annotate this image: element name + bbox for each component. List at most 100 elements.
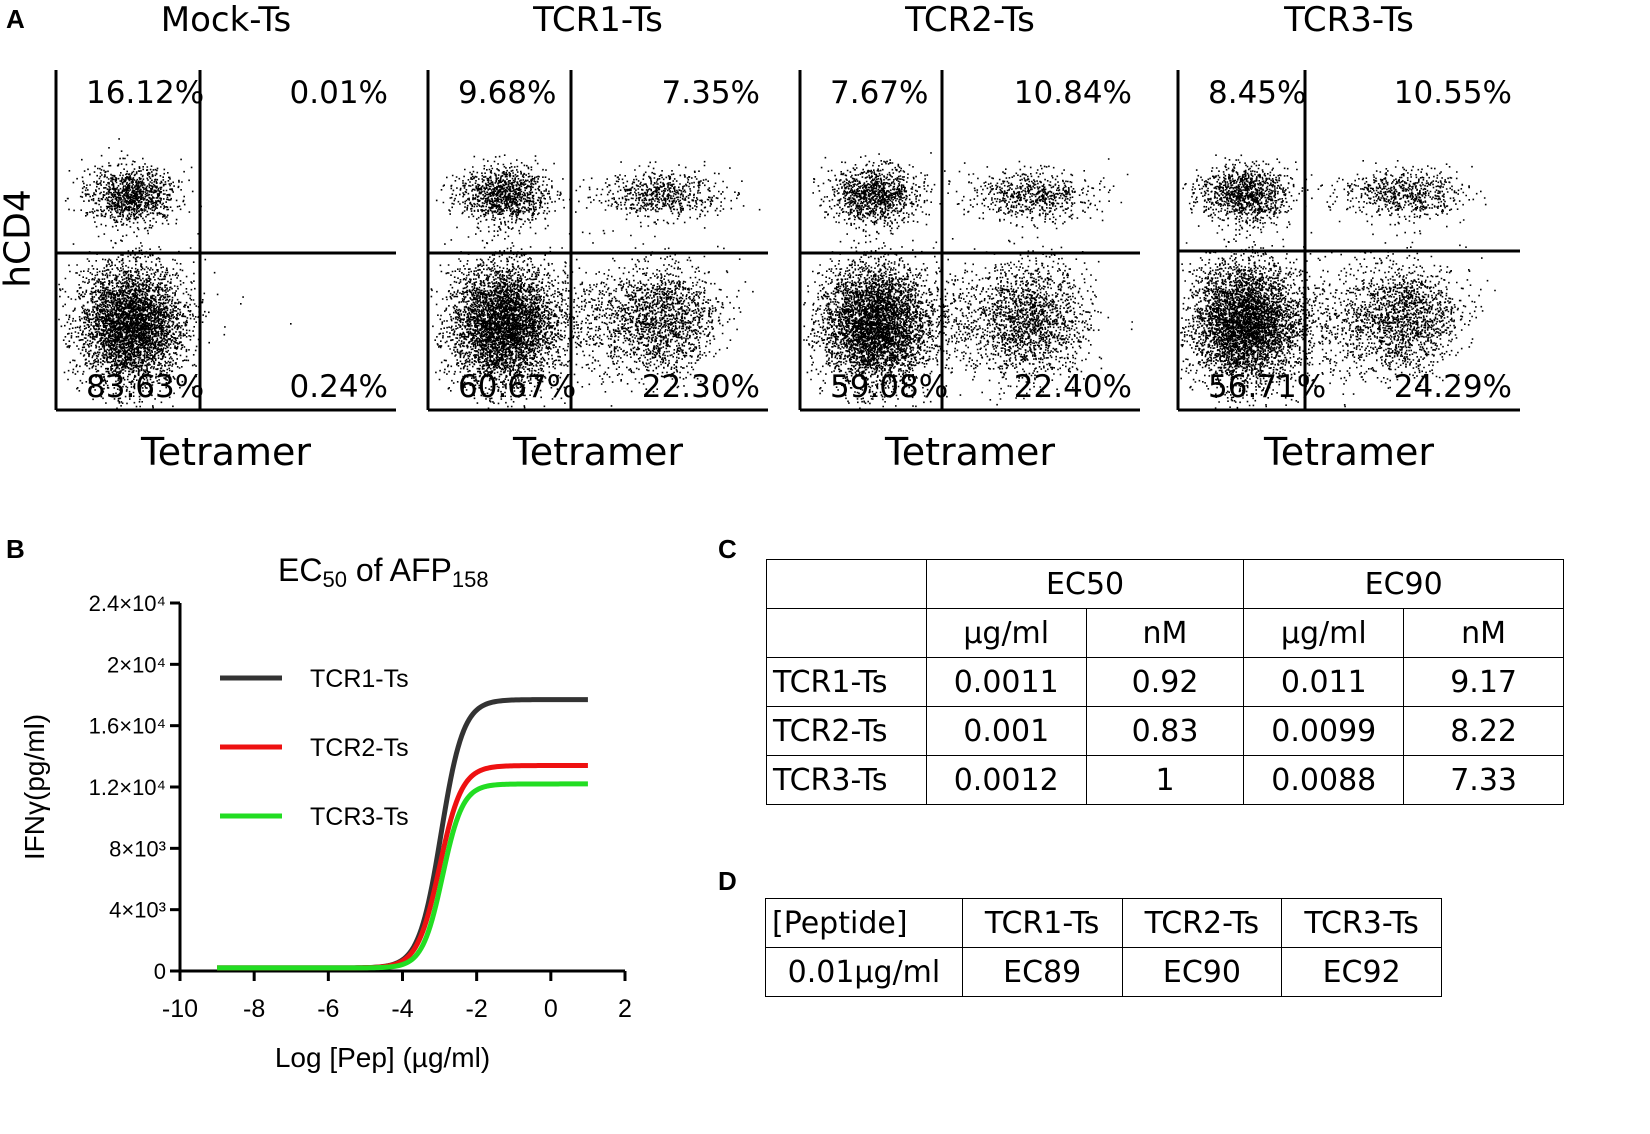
table-cell: TCR2-Ts xyxy=(766,706,927,756)
panel-letter-d: D xyxy=(718,866,737,896)
table-cell: 7.33 xyxy=(1403,755,1564,805)
x-tick-label: -10 xyxy=(162,995,198,1023)
flow-events xyxy=(430,154,761,410)
panel-letter-b: B xyxy=(6,534,25,564)
flow-scatter-plot xyxy=(798,70,1140,412)
table-cell: EC89 xyxy=(961,947,1123,997)
table-cell: 0.92 xyxy=(1085,657,1245,707)
quadrant-percent-ll: 59.08% xyxy=(830,369,949,405)
flow-plot-x-label: Tetramer xyxy=(1264,430,1434,474)
y-axis-label: IFNγ(pg/ml) xyxy=(19,714,50,860)
table-cell: [Peptide] xyxy=(765,898,963,948)
table-cell: µg/ml xyxy=(925,608,1087,658)
quadrant-percent-ur: 7.35% xyxy=(661,75,760,111)
series-line-tcr2-ts xyxy=(217,763,588,971)
table-cell: 9.17 xyxy=(1403,657,1564,707)
table-cell: TCR3-Ts xyxy=(766,755,927,805)
flow-plot-x-label: Tetramer xyxy=(513,430,683,474)
table-cell: 0.01µg/ml xyxy=(765,947,963,997)
quadrant-percent-ll: 60.67% xyxy=(458,369,577,405)
quadrant-percent-ur: 0.01% xyxy=(289,75,388,111)
series-line-tcr3-ts xyxy=(217,781,588,971)
legend-label: TCR3-Ts xyxy=(310,803,409,831)
ec-table: EC50 EC90 µg/ml nM µg/ml nM TCR1-Ts 0.00… xyxy=(766,559,1564,805)
y-tick-label: 8×10³ xyxy=(109,836,166,861)
table-header-ec50: EC50 xyxy=(925,559,1245,609)
y-tick-label: 2×10⁴ xyxy=(107,652,166,677)
table-header-row: [Peptide] TCR1-Ts TCR2-Ts TCR3-Ts xyxy=(765,898,1442,948)
table-cell: EC90 xyxy=(1121,947,1283,997)
quadrant-percent-lr: 22.30% xyxy=(641,369,760,405)
x-tick-label: 0 xyxy=(544,995,558,1023)
ec50-chart: 0 4×10³ 8×10³ 1.2×10⁴ 1.6×10⁴ 2×10⁴ 2.4×10⁴ -10… xyxy=(19,591,632,1073)
panel-letter-c: C xyxy=(718,534,737,564)
table-cell xyxy=(766,608,927,658)
x-tick-label: -6 xyxy=(317,995,339,1023)
table-row: TCR2-Ts 0.001 0.83 0.0099 8.22 xyxy=(766,706,1564,756)
x-tick-label: -8 xyxy=(243,995,265,1023)
table-cell: 0.83 xyxy=(1085,706,1245,756)
chart-title: EC50 of AFP158 xyxy=(278,552,489,592)
peptide-table: [Peptide] TCR1-Ts TCR2-Ts TCR3-Ts 0.01µg… xyxy=(765,898,1442,997)
y-tick-label: 1.6×10⁴ xyxy=(89,714,166,739)
quadrant-percent-ll: 83.63% xyxy=(86,369,205,405)
x-tick-label: -2 xyxy=(466,995,488,1023)
table-row: TCR1-Ts 0.0011 0.92 0.011 9.17 xyxy=(766,657,1564,707)
flow-plot-x-label: Tetramer xyxy=(885,430,1055,474)
quadrant-percent-ul: 7.67% xyxy=(830,75,929,111)
flow-scatter-plot xyxy=(1176,70,1520,412)
quadrant-percent-ll: 56.71% xyxy=(1208,369,1327,405)
table-cell: nM xyxy=(1085,608,1245,658)
table-cell: TCR1-Ts xyxy=(961,898,1123,948)
quadrant-percent-lr: 22.40% xyxy=(1013,369,1132,405)
table-cell: TCR1-Ts xyxy=(766,657,927,707)
table-cell: 8.22 xyxy=(1403,706,1564,756)
quadrant-percent-ul: 16.12% xyxy=(86,75,205,111)
table-header-ec90: EC90 xyxy=(1243,559,1564,609)
table-cell: 0.0012 xyxy=(925,755,1087,805)
table-cell: 0.0099 xyxy=(1243,706,1405,756)
flow-events xyxy=(1180,154,1496,409)
quadrant-percent-lr: 0.24% xyxy=(289,369,388,405)
table-header-row: EC50 EC90 xyxy=(766,559,1564,609)
y-tick-label: 0 xyxy=(154,959,166,984)
table-cell: 1 xyxy=(1085,755,1245,805)
flow-plot-x-label: Tetramer xyxy=(141,430,311,474)
table-cell: 0.0011 xyxy=(925,657,1087,707)
x-tick-label: -4 xyxy=(391,995,413,1023)
quadrant-percent-ur: 10.55% xyxy=(1393,75,1512,111)
table-row: TCR3-Ts 0.0012 1 0.0088 7.33 xyxy=(766,755,1564,805)
flow-plot-title: TCR2-Ts xyxy=(905,0,1035,40)
quadrant-percent-ul: 8.45% xyxy=(1208,75,1307,111)
flow-y-label: hCD4 xyxy=(0,189,39,288)
flow-scatter-plot xyxy=(54,70,396,412)
quadrant-percent-ur: 10.84% xyxy=(1013,75,1132,111)
table-row: 0.01µg/ml EC89 EC90 EC92 xyxy=(765,947,1442,997)
legend-label: TCR1-Ts xyxy=(310,665,409,693)
table-cell: 0.0088 xyxy=(1243,755,1405,805)
flow-plot-title: TCR1-Ts xyxy=(533,0,663,40)
table-cell: µg/ml xyxy=(1243,608,1405,658)
y-tick-label: 2.4×10⁴ xyxy=(89,591,166,616)
table-cell xyxy=(766,559,927,609)
table-cell: nM xyxy=(1403,608,1564,658)
flow-plot-title: Mock-Ts xyxy=(160,0,292,40)
y-tick-label: 4×10³ xyxy=(109,898,166,923)
table-cell: 0.011 xyxy=(1243,657,1405,707)
flow-events xyxy=(803,152,1133,410)
y-tick-label: 1.2×10⁴ xyxy=(89,775,166,800)
table-cell: EC92 xyxy=(1281,947,1442,997)
legend-label: TCR2-Ts xyxy=(310,734,409,762)
panel-letter-a: A xyxy=(6,4,25,34)
quadrant-percent-lr: 24.29% xyxy=(1393,369,1512,405)
flow-scatter-plot xyxy=(426,70,768,412)
x-tick-label: 2 xyxy=(618,995,632,1023)
quadrant-percent-ul: 9.68% xyxy=(458,75,557,111)
table-subheader-row: µg/ml nM µg/ml nM xyxy=(766,608,1564,658)
table-cell: 0.001 xyxy=(925,706,1087,756)
flow-plot-title: TCR3-Ts xyxy=(1284,0,1414,40)
x-axis-label: Log [Pep] (µg/ml) xyxy=(275,1042,490,1073)
table-cell: TCR2-Ts xyxy=(1121,898,1283,948)
table-cell: TCR3-Ts xyxy=(1281,898,1442,948)
flow-events xyxy=(58,138,292,410)
